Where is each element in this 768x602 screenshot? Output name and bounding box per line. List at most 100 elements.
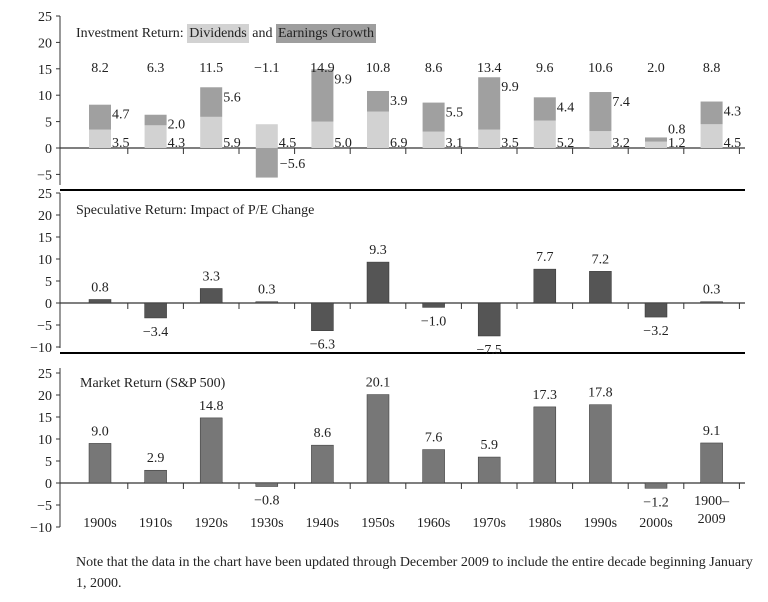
- bar: [644, 302, 668, 318]
- x-tick-label: 1940s: [306, 516, 339, 531]
- bar-earnings-growth: [422, 102, 445, 132]
- data-label: 5.9: [480, 438, 498, 453]
- data-label: −1.0: [421, 314, 446, 329]
- y-tick-label: 15: [38, 63, 52, 78]
- bar-earnings-growth: [255, 148, 278, 178]
- data-label: −3.4: [143, 325, 168, 340]
- title-prefix: Investment Return:: [76, 26, 184, 41]
- data-label: 7.2: [592, 252, 610, 267]
- bar: [533, 406, 557, 484]
- label-dividends: 3.1: [446, 136, 464, 151]
- legend-dividends: Dividends: [187, 24, 249, 43]
- data-label: 14.8: [199, 399, 224, 414]
- label-dividends: 1.2: [668, 136, 686, 151]
- label-dividends: 4.5: [279, 136, 297, 151]
- bar-dividends: [311, 121, 334, 148]
- bar: [533, 268, 557, 304]
- data-label: 2.9: [147, 451, 165, 466]
- x-tick-label: 1990s: [584, 516, 617, 531]
- label-dividends: 6.9: [390, 136, 408, 151]
- y-tick-label: 0: [45, 477, 52, 492]
- y-tick-label: 10: [38, 253, 52, 268]
- y-tick-label: 10: [38, 89, 52, 104]
- label-dividends: 4.5: [724, 136, 742, 151]
- bar: [311, 444, 334, 484]
- bar-dividends: [89, 129, 111, 148]
- y-tick-label: 20: [38, 209, 52, 224]
- data-label: 7.6: [425, 431, 443, 446]
- y-tick-label: 0: [45, 142, 52, 157]
- x-tick-label: 1900–: [694, 494, 730, 509]
- label-total: 13.4: [477, 61, 502, 76]
- label-earnings-growth: 0.8: [668, 122, 686, 137]
- data-label: 0.3: [703, 283, 721, 298]
- data-label: 9.1: [703, 424, 721, 439]
- y-tick-label: 20: [38, 389, 52, 404]
- bar-earnings-growth: [200, 87, 223, 117]
- label-dividends: 5.2: [557, 136, 575, 151]
- bar-dividends: [422, 131, 445, 148]
- y-tick-label: −10: [30, 521, 52, 536]
- data-label: 3.3: [202, 269, 220, 284]
- bar-earnings-growth: [144, 114, 167, 126]
- bar-dividends: [200, 116, 223, 148]
- data-label: 17.3: [533, 388, 558, 403]
- y-tick-label: −10: [30, 341, 52, 356]
- x-tick-label: 1930s: [250, 516, 283, 531]
- bar: [477, 302, 501, 337]
- data-label: 9.0: [91, 424, 109, 439]
- label-earnings-growth: 3.9: [390, 94, 408, 109]
- label-earnings-growth: 7.4: [612, 95, 630, 110]
- label-earnings-growth: 5.5: [446, 106, 464, 121]
- bar: [589, 404, 612, 484]
- label-earnings-growth: 9.9: [334, 72, 352, 87]
- y-tick-label: 25: [38, 10, 52, 25]
- y-tick-label: −5: [37, 319, 52, 334]
- data-label: 0.8: [91, 280, 109, 295]
- bar-dividends: [478, 129, 501, 148]
- bar: [422, 302, 445, 308]
- label-total: 8.6: [425, 61, 443, 76]
- bar: [700, 301, 723, 304]
- y-tick-label: 10: [38, 433, 52, 448]
- label-total: 10.6: [588, 61, 613, 76]
- label-dividends: 4.3: [168, 136, 186, 151]
- bar-dividends: [589, 131, 612, 148]
- bar: [366, 261, 390, 304]
- data-label: 0.3: [258, 283, 276, 298]
- bar: [199, 417, 223, 484]
- label-earnings-growth: 5.6: [223, 90, 241, 105]
- label-total: 11.5: [199, 61, 223, 76]
- bar-dividends: [144, 125, 167, 148]
- x-tick-label: 1960s: [417, 516, 450, 531]
- legend-earnings-growth: Earnings Growth: [275, 24, 377, 43]
- panel-title-market: Market Return (S&P 500): [80, 376, 226, 391]
- y-tick-label: 25: [38, 187, 52, 202]
- label-earnings-growth: 9.9: [501, 80, 519, 95]
- x-tick-label: 1900s: [83, 516, 116, 531]
- y-tick-label: 20: [38, 36, 52, 51]
- bar-earnings-growth: [89, 104, 111, 130]
- data-label: 9.3: [369, 243, 387, 258]
- label-dividends: 3.2: [612, 136, 630, 151]
- bar: [144, 302, 167, 319]
- panel-title-speculative: Speculative Return: Impact of P/E Change: [76, 203, 315, 218]
- y-tick-label: 5: [45, 116, 52, 131]
- label-dividends: 3.5: [112, 136, 130, 151]
- label-total: −1.1: [254, 61, 279, 76]
- y-tick-label: 25: [38, 367, 52, 382]
- bar-earnings-growth: [645, 137, 667, 142]
- bar: [589, 271, 612, 304]
- label-total: 2.0: [647, 61, 665, 76]
- bar-dividends: [255, 124, 278, 148]
- label-earnings-growth: 4.3: [724, 105, 742, 120]
- footnote: Note that the data in the chart have bee…: [76, 555, 753, 591]
- x-tick-label: 2009: [698, 512, 726, 527]
- x-tick-label: 1950s: [361, 516, 394, 531]
- bar-dividends: [645, 141, 667, 148]
- bar: [255, 482, 279, 487]
- bar-earnings-growth: [367, 90, 389, 112]
- label-total: 8.8: [703, 61, 721, 76]
- label-total: 8.2: [91, 61, 109, 76]
